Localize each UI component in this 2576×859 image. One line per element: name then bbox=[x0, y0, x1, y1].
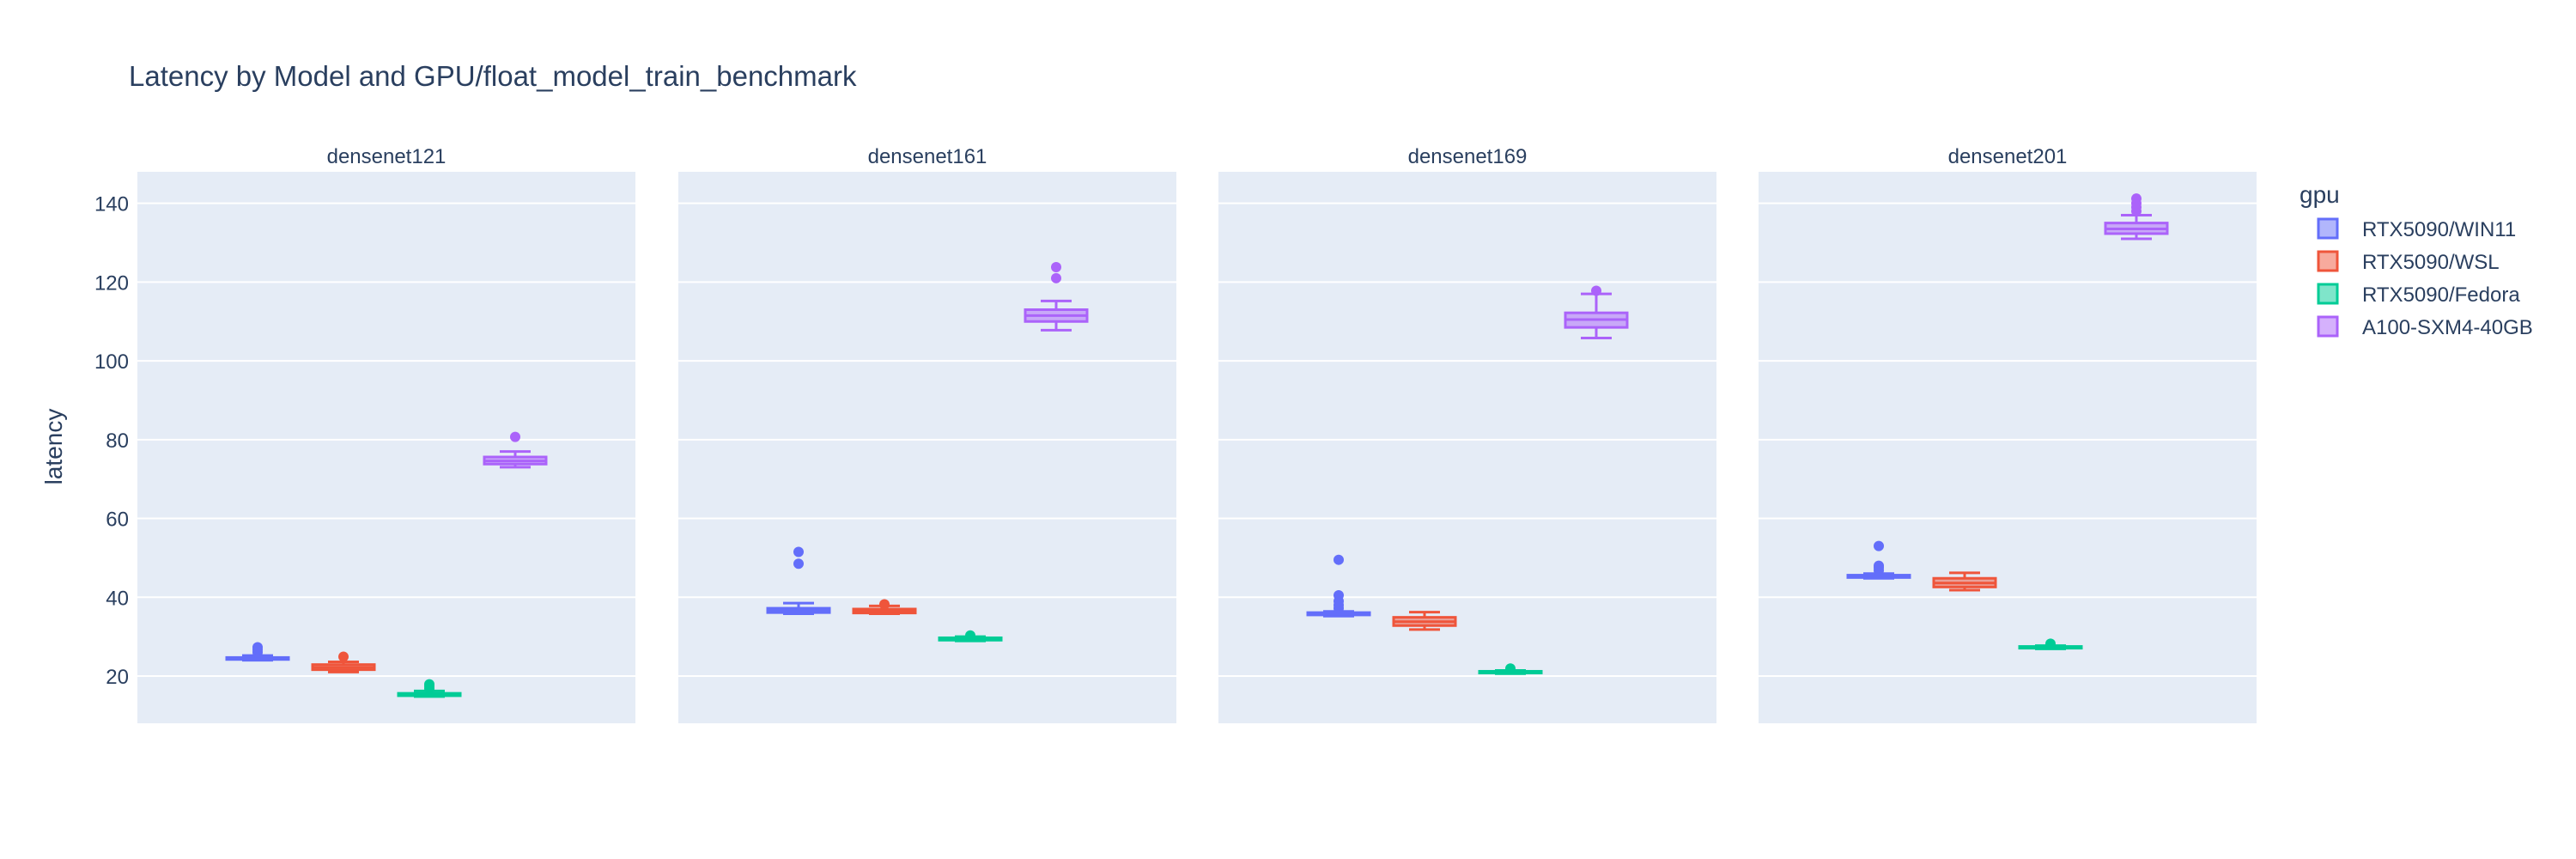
outlier-point bbox=[1591, 285, 1601, 296]
box-rtx5090-wsl[interactable] bbox=[1392, 611, 1457, 631]
legend[interactable]: gpu RTX5090/WIN11 RTX5090/WSL RTX5090/Fedor… bbox=[2300, 181, 2533, 339]
chart-title: Latency by Model and GPU/float_model_tra… bbox=[129, 60, 857, 92]
facet-panels: densenet121 densenet161 densenet169 densene… bbox=[137, 145, 2257, 723]
box-rtx5090-win11[interactable] bbox=[1306, 554, 1371, 618]
box-a100-sxm4-40gb[interactable] bbox=[1564, 285, 1629, 340]
plot-area bbox=[137, 172, 635, 723]
box-rtx5090-fedora[interactable] bbox=[2018, 638, 2083, 650]
box-rtx5090-fedora[interactable] bbox=[1478, 663, 1543, 675]
legend-swatch bbox=[2317, 250, 2339, 272]
facet-title: densenet121 bbox=[327, 145, 447, 168]
facet-title: densenet201 bbox=[1948, 145, 2068, 168]
box-rtx5090-wsl[interactable] bbox=[852, 599, 917, 616]
box-rtx5090-wsl[interactable] bbox=[311, 651, 376, 673]
y-tick-label: 80 bbox=[106, 430, 129, 453]
outlier-point bbox=[2131, 193, 2142, 204]
box-rtx5090-win11[interactable] bbox=[225, 642, 290, 662]
outlier-point bbox=[1051, 261, 1061, 272]
outlier-point bbox=[879, 599, 890, 610]
plot-area bbox=[1218, 172, 1716, 723]
facet-title: densenet169 bbox=[1408, 145, 1528, 168]
outlier-point bbox=[510, 431, 520, 442]
facet-densenet201: densenet201 bbox=[1759, 145, 2257, 723]
legend-swatch bbox=[2317, 217, 2339, 240]
legend-label: RTX5090/WSL bbox=[2362, 251, 2500, 274]
outlier-point bbox=[2045, 638, 2056, 649]
legend-label: RTX5090/WIN11 bbox=[2362, 218, 2516, 241]
box-a100-sxm4-40gb[interactable] bbox=[483, 431, 548, 469]
plot-area bbox=[678, 172, 1176, 723]
outlier-point bbox=[1874, 540, 1884, 551]
outlier-point bbox=[965, 630, 975, 641]
outlier-point bbox=[252, 642, 263, 653]
box-rtx5090-fedora[interactable] bbox=[938, 630, 1003, 643]
outlier-point bbox=[338, 651, 349, 662]
facet-densenet161: densenet161 bbox=[678, 145, 1176, 723]
outlier-point bbox=[793, 546, 804, 557]
box-rtx5090-win11[interactable] bbox=[1846, 540, 1911, 580]
outlier-point bbox=[1505, 663, 1516, 674]
box-a100-sxm4-40gb[interactable] bbox=[2104, 193, 2169, 241]
outlier-point bbox=[793, 558, 804, 570]
y-tick-label: 100 bbox=[94, 350, 129, 374]
legend-label: RTX5090/Fedora bbox=[2362, 283, 2520, 307]
outlier-point bbox=[424, 679, 434, 690]
outlier-point bbox=[1874, 560, 1884, 571]
plot-area bbox=[1759, 172, 2257, 723]
y-tick-label: 40 bbox=[106, 587, 129, 610]
outlier-point bbox=[1334, 589, 1344, 600]
facet-title: densenet161 bbox=[868, 145, 987, 168]
legend-swatch bbox=[2317, 283, 2339, 305]
box-rtx5090-fedora[interactable] bbox=[397, 679, 462, 698]
legend-label: A100-SXM4-40GB bbox=[2362, 316, 2533, 339]
box-rtx5090-wsl[interactable] bbox=[1932, 571, 1997, 592]
legend-title: gpu bbox=[2300, 181, 2340, 208]
box-rtx5090-win11[interactable] bbox=[766, 546, 831, 616]
legend-item-a100-sxm4-40gb[interactable]: A100-SXM4-40GB bbox=[2317, 315, 2533, 339]
y-axis-label: latency bbox=[40, 409, 67, 485]
legend-item-rtx5090-fedora[interactable]: RTX5090/Fedora bbox=[2317, 283, 2520, 307]
legend-item-rtx5090-win11[interactable]: RTX5090/WIN11 bbox=[2317, 217, 2516, 241]
facet-densenet169: densenet169 bbox=[1218, 145, 1716, 723]
box-a100-sxm4-40gb[interactable] bbox=[1024, 261, 1089, 332]
y-tick-label: 20 bbox=[106, 666, 129, 689]
outlier-point bbox=[1334, 554, 1344, 565]
legend-item-rtx5090-wsl[interactable]: RTX5090/WSL bbox=[2317, 250, 2500, 274]
y-tick-label: 140 bbox=[94, 193, 129, 216]
legend-swatch bbox=[2317, 315, 2339, 338]
outlier-point bbox=[1051, 272, 1061, 283]
y-tick-label: 60 bbox=[106, 509, 129, 532]
y-tick-label: 120 bbox=[94, 271, 129, 295]
facet-densenet121: densenet121 bbox=[137, 145, 635, 723]
y-axis: 20 40 60 80 100 120 140 bbox=[94, 193, 129, 689]
